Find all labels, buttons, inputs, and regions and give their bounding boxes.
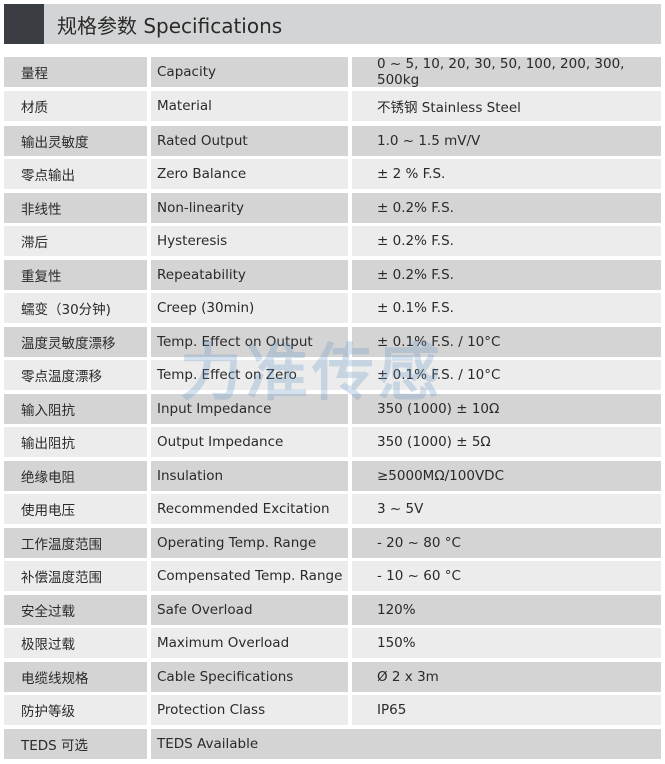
table-row: 非线性 Non-linearity ± 0.2% F.S. (4, 192, 661, 223)
param-value: 350 (1000) ± 5Ω (352, 427, 661, 457)
param-name-en: Operating Temp. Range (151, 527, 348, 558)
table-row: 输出阻抗 Output Impedance 350 (1000) ± 5Ω (4, 427, 661, 457)
spec-table: 量程 Capacity 0 ~ 5, 10, 20, 30, 50, 100, 20… (4, 56, 661, 762)
param-name-en: Recommended Excitation (151, 494, 348, 524)
table-row: 滞后 Hysteresis ± 0.2% F.S. (4, 226, 661, 256)
param-name-zh: 温度灵敏度漂移 (4, 326, 147, 357)
param-value: 0 ~ 5, 10, 20, 30, 50, 100, 200, 300, 50… (352, 56, 661, 88)
param-name-en: Compensated Temp. Range (151, 561, 348, 591)
param-value: ± 0.2% F.S. (352, 192, 661, 223)
param-name-en: Cable Specifications (151, 661, 348, 692)
section-header: 规格参数 Specifications (4, 4, 661, 44)
param-value: IP65 (352, 695, 661, 725)
param-name-en: Repeatability (151, 259, 348, 290)
table-row: 量程 Capacity 0 ~ 5, 10, 20, 30, 50, 100, 20… (4, 56, 661, 88)
param-name-zh: 量程 (4, 57, 147, 87)
param-name-zh: 防护等级 (4, 695, 147, 725)
param-name-en: Material (151, 90, 348, 121)
param-name-zh: 零点温度漂移 (4, 360, 147, 390)
param-value: 不锈钢 Stainless Steel (352, 90, 661, 121)
param-name-en: TEDS Available (151, 728, 661, 759)
param-value: 1.0 ~ 1.5 mV/V (352, 125, 661, 156)
table-row: 工作温度范围 Operating Temp. Range - 20 ~ 80 °C (4, 527, 661, 558)
param-name-en: Maximum Overload (151, 628, 348, 658)
param-name-en: Protection Class (151, 695, 348, 725)
param-name-zh: 重复性 (4, 259, 147, 290)
table-row: 补偿温度范围 Compensated Temp. Range - 10 ~ 60 °… (4, 561, 661, 591)
param-name-zh: 补偿温度范围 (4, 561, 147, 591)
param-value: 3 ~ 5V (352, 494, 661, 524)
param-value: ± 0.2% F.S. (352, 226, 661, 256)
param-value: 120% (352, 594, 661, 625)
param-name-zh: 绝缘电阻 (4, 460, 147, 491)
param-name-zh: 使用电压 (4, 494, 147, 524)
param-value: - 20 ~ 80 °C (352, 527, 661, 558)
param-name-zh: 非线性 (4, 192, 147, 223)
param-name-en: Safe Overload (151, 594, 348, 625)
param-value: ± 0.1% F.S. / 10°C (352, 360, 661, 390)
param-name-zh: 蠕变（30分钟) (4, 293, 147, 323)
param-name-en: Rated Output (151, 125, 348, 156)
param-name-en: Capacity (151, 57, 348, 87)
header-marker (4, 4, 44, 44)
table-row: 材质 Material 不锈钢 Stainless Steel (4, 90, 661, 121)
param-value: 150% (352, 628, 661, 658)
param-value: ± 0.2% F.S. (352, 259, 661, 290)
param-value: ± 0.1% F.S. (352, 293, 661, 323)
param-name-en: Temp. Effect on Output (151, 326, 348, 357)
param-value: 350 (1000) ± 10Ω (352, 393, 661, 424)
page-title: 规格参数 Specifications (57, 14, 283, 38)
param-value: Ø 2 x 3m (352, 661, 661, 692)
table-row: TEDS 可选 TEDS Available (4, 728, 661, 759)
table-row: 输出灵敏度 Rated Output 1.0 ~ 1.5 mV/V (4, 125, 661, 156)
param-name-en: Creep (30min) (151, 293, 348, 323)
param-name-zh: 材质 (4, 90, 147, 121)
table-row: 温度灵敏度漂移 Temp. Effect on Output ± 0.1% F.S.… (4, 326, 661, 357)
param-name-en: Zero Balance (151, 159, 348, 189)
table-row: 零点输出 Zero Balance ± 2 % F.S. (4, 159, 661, 189)
param-name-zh: 输出灵敏度 (4, 125, 147, 156)
table-row: 零点温度漂移 Temp. Effect on Zero ± 0.1% F.S. / … (4, 360, 661, 390)
param-name-zh: 安全过载 (4, 594, 147, 625)
param-name-en: Input Impedance (151, 393, 348, 424)
param-value: - 10 ~ 60 °C (352, 561, 661, 591)
param-name-en: Non-linearity (151, 192, 348, 223)
param-name-zh: 输入阻抗 (4, 393, 147, 424)
table-row: 极限过载 Maximum Overload 150% (4, 628, 661, 658)
table-row: 蠕变（30分钟) Creep (30min) ± 0.1% F.S. (4, 293, 661, 323)
param-name-en: Output Impedance (151, 427, 348, 457)
param-value: ± 2 % F.S. (352, 159, 661, 189)
table-row: 电缆线规格 Cable Specifications Ø 2 x 3m (4, 661, 661, 692)
param-name-zh: 工作温度范围 (4, 527, 147, 558)
table-row: 绝缘电阻 Insulation ≥5000MΩ/100VDC (4, 460, 661, 491)
param-name-en: Insulation (151, 460, 348, 491)
table-row: 输入阻抗 Input Impedance 350 (1000) ± 10Ω (4, 393, 661, 424)
param-name-zh: 滞后 (4, 226, 147, 256)
param-name-zh: 极限过载 (4, 628, 147, 658)
param-name-en: Temp. Effect on Zero (151, 360, 348, 390)
table-row: 使用电压 Recommended Excitation 3 ~ 5V (4, 494, 661, 524)
table-row: 防护等级 Protection Class IP65 (4, 695, 661, 725)
param-name-en: Hysteresis (151, 226, 348, 256)
param-name-zh: 电缆线规格 (4, 661, 147, 692)
table-row: 安全过载 Safe Overload 120% (4, 594, 661, 625)
param-value: ≥5000MΩ/100VDC (352, 460, 661, 491)
param-value: ± 0.1% F.S. / 10°C (352, 326, 661, 357)
param-name-zh: 输出阻抗 (4, 427, 147, 457)
table-row: 重复性 Repeatability ± 0.2% F.S. (4, 259, 661, 290)
param-name-zh: 零点输出 (4, 159, 147, 189)
param-name-zh: TEDS 可选 (4, 728, 147, 759)
